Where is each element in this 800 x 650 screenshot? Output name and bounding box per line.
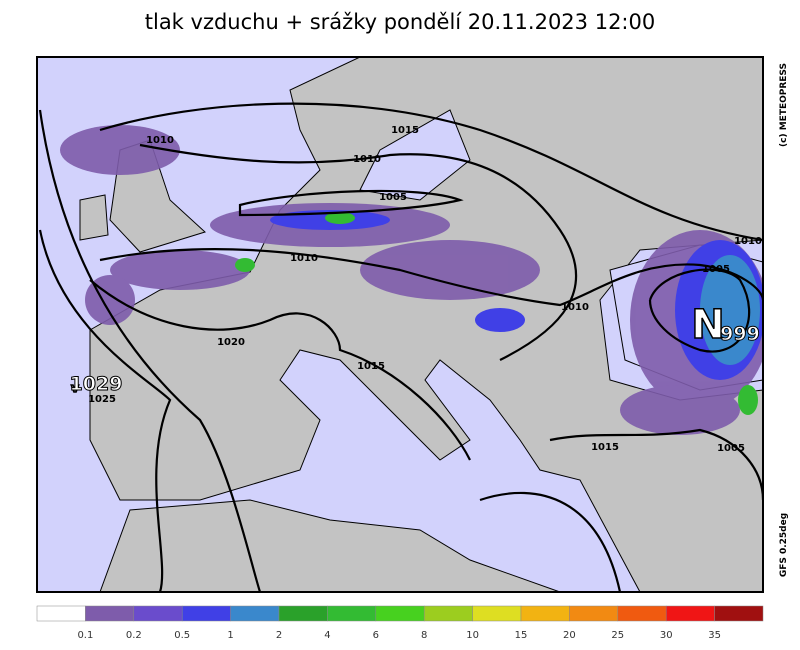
legend-swatch — [327, 605, 377, 622]
low-value: 999 — [720, 323, 760, 345]
isobar-label: 1015 — [357, 361, 385, 372]
legend-tick: 0.1 — [77, 630, 93, 641]
isobar-label: 1025 — [88, 394, 116, 405]
high-value: 1029 — [70, 373, 123, 395]
legend-swatch — [278, 605, 328, 622]
map-frame — [36, 56, 764, 593]
legend-swatch — [181, 605, 231, 622]
legend-tick: 8 — [421, 630, 427, 641]
legend-tick: 4 — [324, 630, 330, 641]
isobar-label: 1005 — [702, 264, 730, 275]
precipitation — [700, 255, 760, 365]
legend-swatch — [85, 605, 135, 622]
legend-swatch — [472, 605, 522, 622]
legend-tick: 35 — [708, 630, 721, 641]
legend-tick: 30 — [660, 630, 673, 641]
model: GFS 0.25deg — [779, 513, 789, 577]
legend-swatch — [36, 605, 86, 622]
isobar-label: 1015 — [391, 125, 419, 136]
copyright: (c) METEOPRESS — [779, 63, 789, 147]
isobar-label: 1010 — [734, 236, 762, 247]
legend-tick: 1 — [227, 630, 233, 641]
legend-swatch — [520, 605, 570, 622]
legend-swatch — [230, 605, 280, 622]
legend-tick: 6 — [373, 630, 379, 641]
isobar-label: 1010 — [146, 135, 174, 146]
isobar-label: 1005 — [379, 192, 407, 203]
legend-tick: 10 — [466, 630, 479, 641]
map — [37, 57, 763, 592]
legend-swatch — [569, 605, 619, 622]
land — [79, 194, 109, 241]
legend-swatch — [133, 605, 183, 622]
land — [99, 499, 561, 592]
legend: 0.1 0.2 0.5 1 2 4 6 8 10 15 20 25 30 35 — [36, 605, 764, 641]
legend-tick: 25 — [611, 630, 624, 641]
legend-tick: 15 — [515, 630, 528, 641]
legend-tick: 2 — [276, 630, 282, 641]
legend-swatch — [375, 605, 425, 622]
legend-tick: 0.5 — [174, 630, 190, 641]
isobar-label: 1010 — [353, 154, 381, 165]
legend-swatch — [665, 605, 715, 622]
legend-swatch — [617, 605, 667, 622]
isobar-label: 1005 — [717, 443, 745, 454]
title: tlak vzduchu + srážky pondělí 20.11.2023… — [145, 10, 655, 34]
legend-tick: 20 — [563, 630, 576, 641]
high-letter: V — [71, 384, 79, 395]
isobar-label: 1020 — [217, 337, 245, 348]
legend-swatch — [423, 605, 473, 622]
isobars — [38, 102, 763, 592]
low-letter: N — [691, 302, 724, 348]
legend-tick: 0.2 — [126, 630, 142, 641]
precipitation — [235, 212, 758, 415]
isobar-label: 1010 — [290, 253, 318, 264]
isobar-label: 1010 — [561, 302, 589, 313]
legend-swatch — [714, 605, 764, 622]
isobar-label: 1015 — [591, 442, 619, 453]
